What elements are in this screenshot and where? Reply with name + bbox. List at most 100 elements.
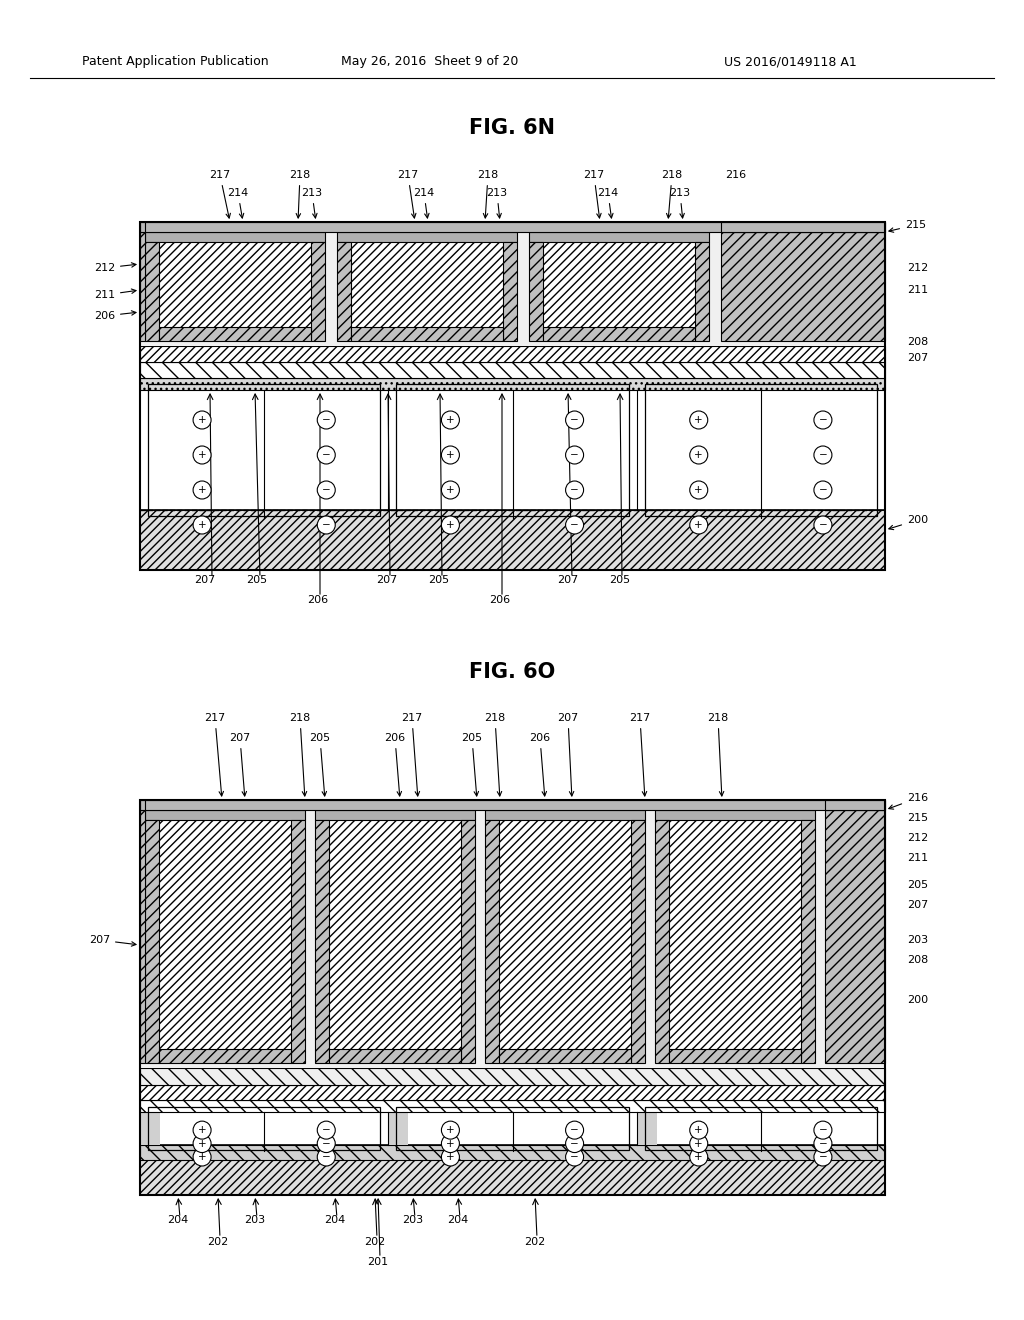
Bar <box>159 820 291 1049</box>
Text: 207: 207 <box>557 713 579 796</box>
Bar <box>315 820 329 1063</box>
Bar <box>329 820 461 1049</box>
Text: 218: 218 <box>290 713 310 796</box>
Bar <box>140 800 145 810</box>
Text: +: + <box>198 484 207 495</box>
Bar <box>655 820 669 1063</box>
Text: 207: 207 <box>89 935 136 946</box>
Circle shape <box>317 1135 335 1152</box>
Circle shape <box>194 516 211 535</box>
Circle shape <box>565 446 584 465</box>
Text: 206: 206 <box>489 595 511 605</box>
Text: 212: 212 <box>907 833 928 843</box>
Text: +: + <box>446 450 455 459</box>
Text: 218: 218 <box>708 713 729 796</box>
Text: +: + <box>694 1139 703 1148</box>
Circle shape <box>565 516 584 535</box>
Circle shape <box>441 1121 460 1139</box>
Bar <box>351 327 503 341</box>
Bar <box>140 378 885 389</box>
Bar <box>291 820 305 1063</box>
Circle shape <box>441 446 460 465</box>
Text: 213: 213 <box>670 187 690 218</box>
Circle shape <box>194 1135 211 1152</box>
Bar <box>140 1085 885 1100</box>
Bar <box>148 1107 380 1150</box>
Text: FIG. 6N: FIG. 6N <box>469 117 555 139</box>
Circle shape <box>317 446 335 465</box>
Bar <box>721 222 885 232</box>
Bar <box>140 222 885 232</box>
Text: 212: 212 <box>94 263 136 273</box>
Text: 200: 200 <box>907 995 928 1005</box>
Text: 203: 203 <box>245 1214 265 1225</box>
Bar <box>645 1107 877 1150</box>
Text: 204: 204 <box>167 1214 188 1225</box>
Text: −: − <box>570 520 579 531</box>
Text: 206: 206 <box>384 733 406 796</box>
Text: 202: 202 <box>365 1237 386 1247</box>
Text: 208: 208 <box>907 954 928 965</box>
Circle shape <box>441 1135 460 1152</box>
Text: −: − <box>570 484 579 495</box>
Bar <box>140 1111 885 1144</box>
Text: +: + <box>694 450 703 459</box>
Text: 215: 215 <box>907 813 928 822</box>
Bar <box>145 810 305 820</box>
Bar <box>140 800 885 1068</box>
Text: +: + <box>446 484 455 495</box>
Text: −: − <box>322 1125 331 1135</box>
Circle shape <box>814 1148 831 1166</box>
Bar <box>669 1049 801 1063</box>
Circle shape <box>194 480 211 499</box>
Text: +: + <box>446 520 455 531</box>
Text: 205: 205 <box>247 576 267 585</box>
Text: +: + <box>694 520 703 531</box>
Bar <box>140 232 885 341</box>
Circle shape <box>194 1121 211 1139</box>
Bar <box>655 810 815 820</box>
Circle shape <box>565 480 584 499</box>
Bar <box>140 232 145 341</box>
Text: −: − <box>818 1139 827 1148</box>
Text: 213: 213 <box>301 187 323 218</box>
Circle shape <box>690 1148 708 1166</box>
Bar <box>140 222 885 346</box>
Text: +: + <box>198 450 207 459</box>
Bar <box>529 242 543 341</box>
Bar <box>311 242 325 341</box>
Bar <box>140 1160 885 1195</box>
Circle shape <box>194 1148 211 1166</box>
Bar <box>159 327 311 341</box>
Text: 207: 207 <box>195 576 216 585</box>
Bar <box>145 820 159 1063</box>
Text: 218: 218 <box>477 170 499 218</box>
Text: 218: 218 <box>484 713 506 796</box>
Bar <box>825 800 885 810</box>
Text: 211: 211 <box>907 285 928 294</box>
Text: −: − <box>570 1125 579 1135</box>
Text: 203: 203 <box>402 1214 424 1225</box>
Circle shape <box>565 1121 584 1139</box>
Text: +: + <box>198 414 207 425</box>
Text: US 2016/0149118 A1: US 2016/0149118 A1 <box>724 55 856 69</box>
Bar <box>140 1100 885 1111</box>
Bar <box>825 810 885 1063</box>
Bar <box>315 810 475 820</box>
Text: −: − <box>322 484 331 495</box>
Bar <box>461 820 475 1063</box>
Bar <box>695 242 709 341</box>
Bar <box>140 1068 885 1085</box>
Bar <box>669 820 801 1049</box>
Text: 201: 201 <box>368 1257 388 1267</box>
Text: 205: 205 <box>309 733 331 796</box>
Bar <box>145 232 325 242</box>
Text: 205: 205 <box>609 576 631 585</box>
Bar <box>351 242 503 327</box>
Bar <box>159 1049 291 1063</box>
Text: −: − <box>322 520 331 531</box>
Text: +: + <box>446 414 455 425</box>
Bar <box>140 810 145 1063</box>
Circle shape <box>194 411 211 429</box>
Text: +: + <box>198 1125 207 1135</box>
